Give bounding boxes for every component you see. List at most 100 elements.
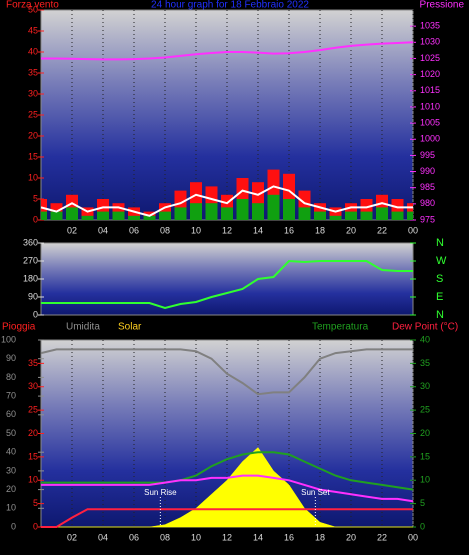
tick-label: 60 bbox=[6, 409, 16, 419]
tick-label: 1005 bbox=[420, 117, 440, 127]
tick-label: E bbox=[436, 291, 443, 303]
tick-label: 1015 bbox=[420, 85, 440, 95]
x-tick-label: 12 bbox=[222, 225, 232, 235]
tick-label: 360 bbox=[23, 237, 38, 247]
x-tick-label: 16 bbox=[284, 225, 294, 235]
bar bbox=[66, 207, 78, 220]
tick-label: 0 bbox=[33, 309, 38, 319]
tick-label: 90 bbox=[6, 353, 16, 363]
x-tick-label: 20 bbox=[346, 532, 356, 542]
bar bbox=[41, 199, 47, 220]
tick-label: 975 bbox=[420, 214, 435, 224]
x-tick-label: 22 bbox=[377, 532, 387, 542]
axis-label: Forza vento bbox=[6, 0, 59, 11]
x-tick-label: 18 bbox=[315, 532, 325, 542]
x-tick-label: 16 bbox=[284, 532, 294, 542]
tick-label: 5 bbox=[33, 193, 38, 203]
x-tick-label: 04 bbox=[98, 225, 108, 235]
tick-label: 10 bbox=[420, 475, 430, 485]
x-tick-label: 06 bbox=[129, 532, 139, 542]
tick-label: 1035 bbox=[420, 21, 440, 31]
bar bbox=[50, 211, 63, 220]
tick-label: 5 bbox=[33, 498, 38, 508]
bar bbox=[314, 211, 326, 220]
x-tick-label: 08 bbox=[160, 225, 170, 235]
x-tick-label: 20 bbox=[346, 225, 356, 235]
tick-label: 25 bbox=[420, 405, 430, 415]
tick-label: 40 bbox=[420, 334, 430, 344]
tick-label: 990 bbox=[420, 166, 435, 176]
tick-label: W bbox=[436, 255, 447, 267]
tick-label: 980 bbox=[420, 198, 435, 208]
tick-label: 50 bbox=[28, 4, 38, 14]
x-tick-label: 22 bbox=[377, 225, 387, 235]
tick-label: 1000 bbox=[420, 134, 440, 144]
x-tick-label: 14 bbox=[253, 532, 263, 542]
axis-label: Pressione bbox=[420, 0, 465, 11]
axis-label: Solar bbox=[118, 322, 142, 333]
bar bbox=[97, 211, 109, 220]
tick-label: 10 bbox=[28, 172, 38, 182]
tick-label: 5 bbox=[420, 498, 425, 508]
area bbox=[41, 447, 413, 528]
tick-label: 995 bbox=[420, 150, 435, 160]
tick-label: N bbox=[436, 237, 444, 249]
tick-label: 100 bbox=[1, 334, 16, 344]
bar bbox=[267, 194, 280, 220]
x-tick-label: 00 bbox=[408, 532, 418, 542]
bar bbox=[345, 211, 357, 220]
tick-label: 1020 bbox=[420, 69, 440, 79]
tick-label: 30 bbox=[6, 465, 16, 475]
tick-label: 15 bbox=[420, 451, 430, 461]
axis-label: Pioggia bbox=[2, 322, 36, 333]
x-tick-label: 10 bbox=[191, 532, 201, 542]
x-tick-label: 00 bbox=[408, 225, 418, 235]
bar bbox=[298, 207, 311, 220]
line bbox=[40, 348, 413, 396]
x-tick-label: 12 bbox=[222, 532, 232, 542]
x-tick-label: 10 bbox=[191, 225, 201, 235]
x-tick-label: 06 bbox=[129, 225, 139, 235]
tick-label: 0 bbox=[33, 521, 38, 531]
bar bbox=[159, 211, 171, 220]
bar bbox=[112, 211, 125, 220]
tick-label: 45 bbox=[28, 25, 38, 35]
line bbox=[41, 474, 414, 503]
bar bbox=[236, 199, 249, 220]
tick-label: 80 bbox=[6, 372, 16, 382]
bar bbox=[407, 211, 413, 220]
tick-label: 1010 bbox=[420, 101, 440, 111]
tick-label: 15 bbox=[28, 451, 38, 461]
tick-label: 30 bbox=[420, 381, 430, 391]
tick-label: 0 bbox=[11, 521, 16, 531]
tick-label: 50 bbox=[6, 428, 16, 438]
tick-label: 270 bbox=[23, 255, 38, 265]
tick-label: 180 bbox=[23, 273, 38, 283]
tick-label: 30 bbox=[28, 88, 38, 98]
bar bbox=[376, 207, 388, 220]
line bbox=[41, 41, 414, 61]
line bbox=[41, 259, 413, 310]
tick-label: 0 bbox=[33, 214, 38, 224]
bar bbox=[283, 199, 295, 220]
bar bbox=[143, 215, 156, 220]
axis-label: Dew Point (°C) bbox=[392, 322, 458, 333]
x-tick-label: 08 bbox=[160, 532, 170, 542]
annotation: Sun Set bbox=[301, 488, 330, 497]
chart-title: 24 hour graph for 18 Febbraio 2022 bbox=[151, 0, 309, 11]
tick-label: 985 bbox=[420, 182, 435, 192]
bar bbox=[174, 207, 187, 220]
bar bbox=[190, 203, 202, 220]
annotation: Sun Rise bbox=[144, 488, 177, 497]
bar bbox=[391, 211, 404, 220]
bar bbox=[205, 203, 218, 220]
tick-label: 25 bbox=[28, 405, 38, 415]
tick-label: 20 bbox=[420, 428, 430, 438]
bar bbox=[221, 207, 233, 220]
tick-label: 30 bbox=[28, 381, 38, 391]
line bbox=[40, 185, 413, 217]
x-tick-label: 14 bbox=[253, 225, 263, 235]
tick-label: 1025 bbox=[420, 53, 440, 63]
tick-label: 20 bbox=[28, 428, 38, 438]
tick-label: 35 bbox=[28, 67, 38, 77]
